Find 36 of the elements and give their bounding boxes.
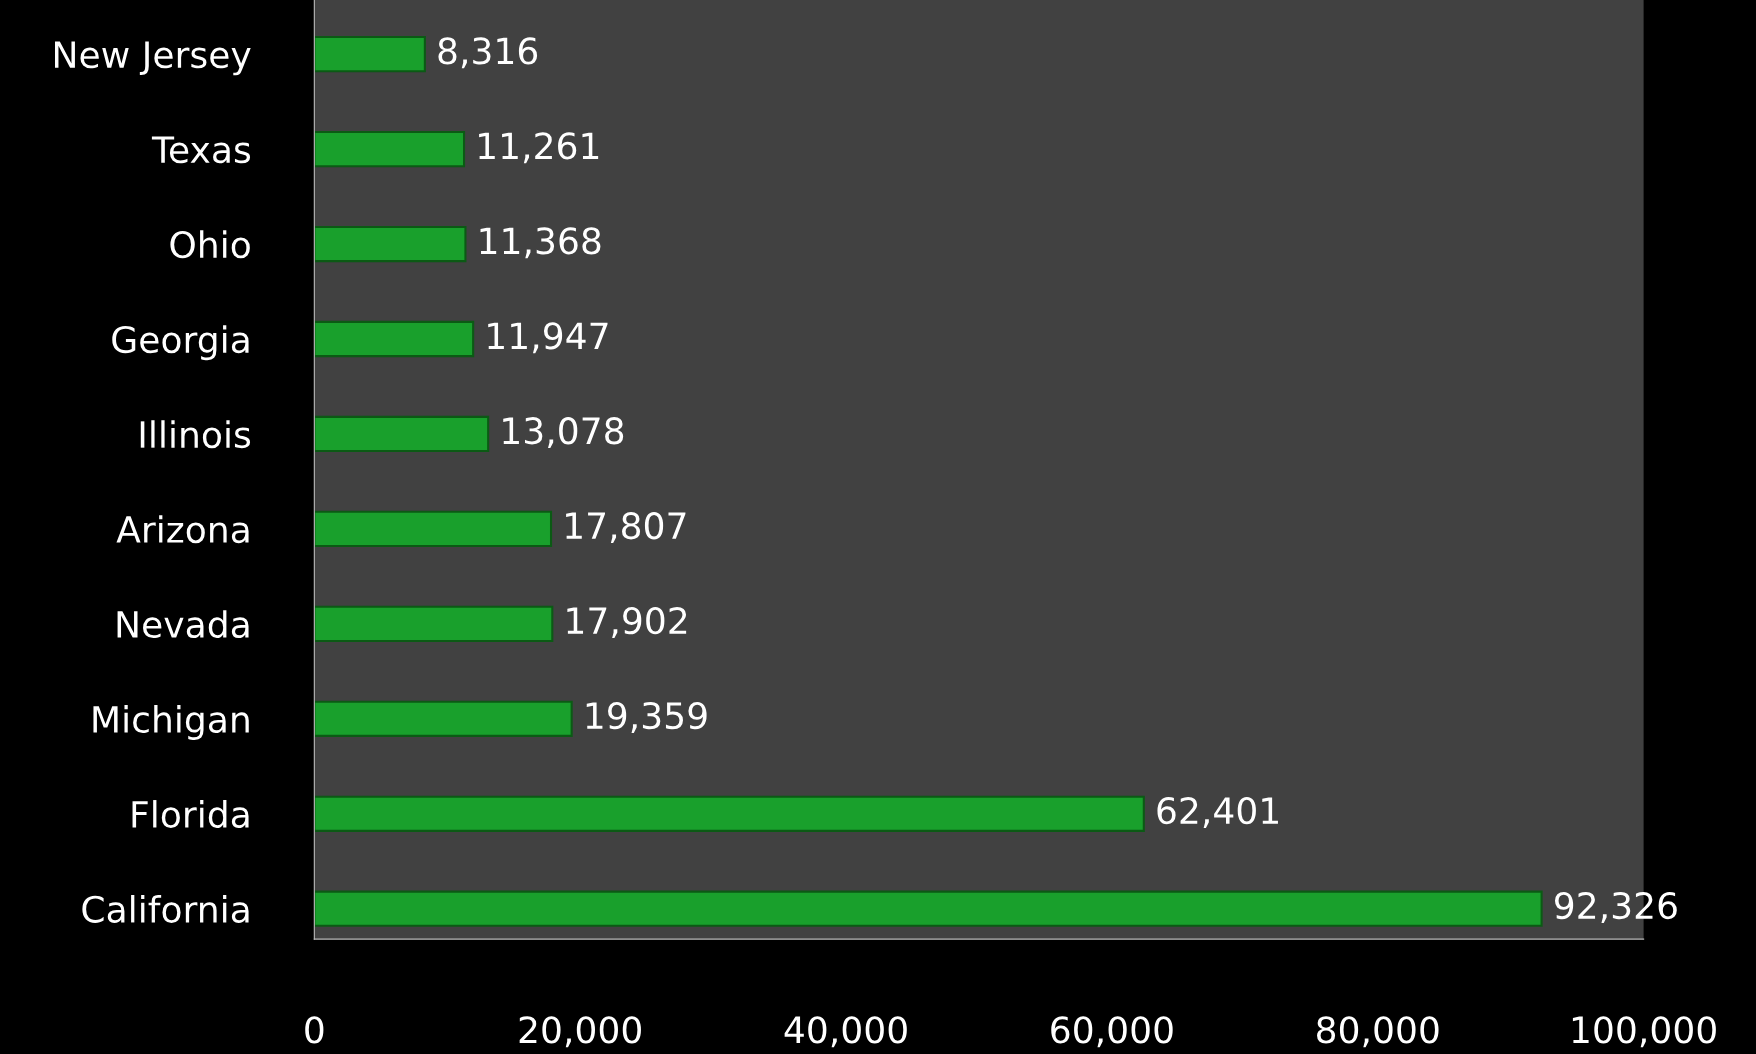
x-tick-label: 20,000 [519,1016,641,1048]
data-label: 8,316 [438,37,538,69]
bar [314,35,426,73]
data-label: 62,401 [1157,796,1278,828]
bar [314,890,1543,927]
bar [314,130,466,168]
y-tick-label: Arizona [116,515,249,544]
bar [314,320,475,358]
data-label: 19,359 [586,701,707,733]
data-label: 13,078 [503,417,624,449]
x-tick-label: 40,000 [784,1016,907,1048]
bar [314,225,467,263]
x-tick-label: 0 [305,1016,324,1044]
y-tick-label: New Jersey [55,41,251,76]
y-tick-label: Nevada [117,610,249,639]
x-tick-label: 100,000 [1572,1016,1716,1048]
bar [314,605,554,642]
bar [314,700,573,737]
x-tick-label: 60,000 [1051,1016,1173,1048]
bar [314,415,490,453]
data-label: 92,326 [1554,891,1677,923]
bar [314,510,553,548]
data-label: 11,261 [479,132,599,164]
y-tick-label: Texas [151,136,251,164]
data-label: 11,947 [488,322,608,354]
y-tick-label: Ohio [170,230,250,259]
y-tick-label: California [82,895,249,923]
y-tick-label: Florida [132,800,249,829]
y-tick-label: Georgia [112,325,249,361]
data-label: 17,807 [566,512,686,544]
data-label: 17,902 [567,607,687,639]
bar [314,795,1145,832]
data-label: 11,368 [480,227,601,259]
y-tick-label: Illinois [140,420,251,449]
y-tick-label: Michigan [93,705,249,741]
x-tick-label: 80,000 [1317,1016,1439,1048]
